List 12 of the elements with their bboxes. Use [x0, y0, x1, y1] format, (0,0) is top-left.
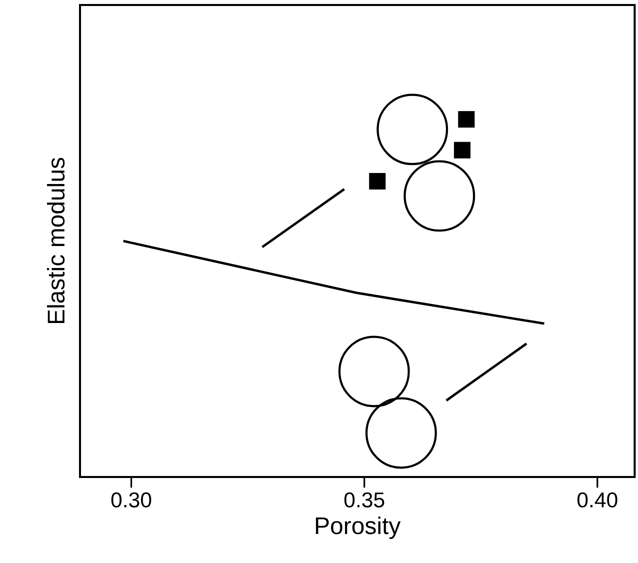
point — [376, 94, 448, 166]
x-tick-label: 0.30 — [111, 492, 152, 508]
x-tick-label: 0.35 — [344, 492, 384, 508]
point — [338, 336, 410, 408]
point — [454, 142, 470, 158]
y-axis-title: Elastic modulus — [47, 158, 65, 324]
x-tick-label: 0.40 — [577, 492, 618, 508]
point — [404, 160, 476, 232]
point — [458, 111, 475, 128]
point — [365, 397, 437, 469]
point — [369, 173, 386, 190]
x-axis-title: Porosity — [316, 516, 401, 539]
